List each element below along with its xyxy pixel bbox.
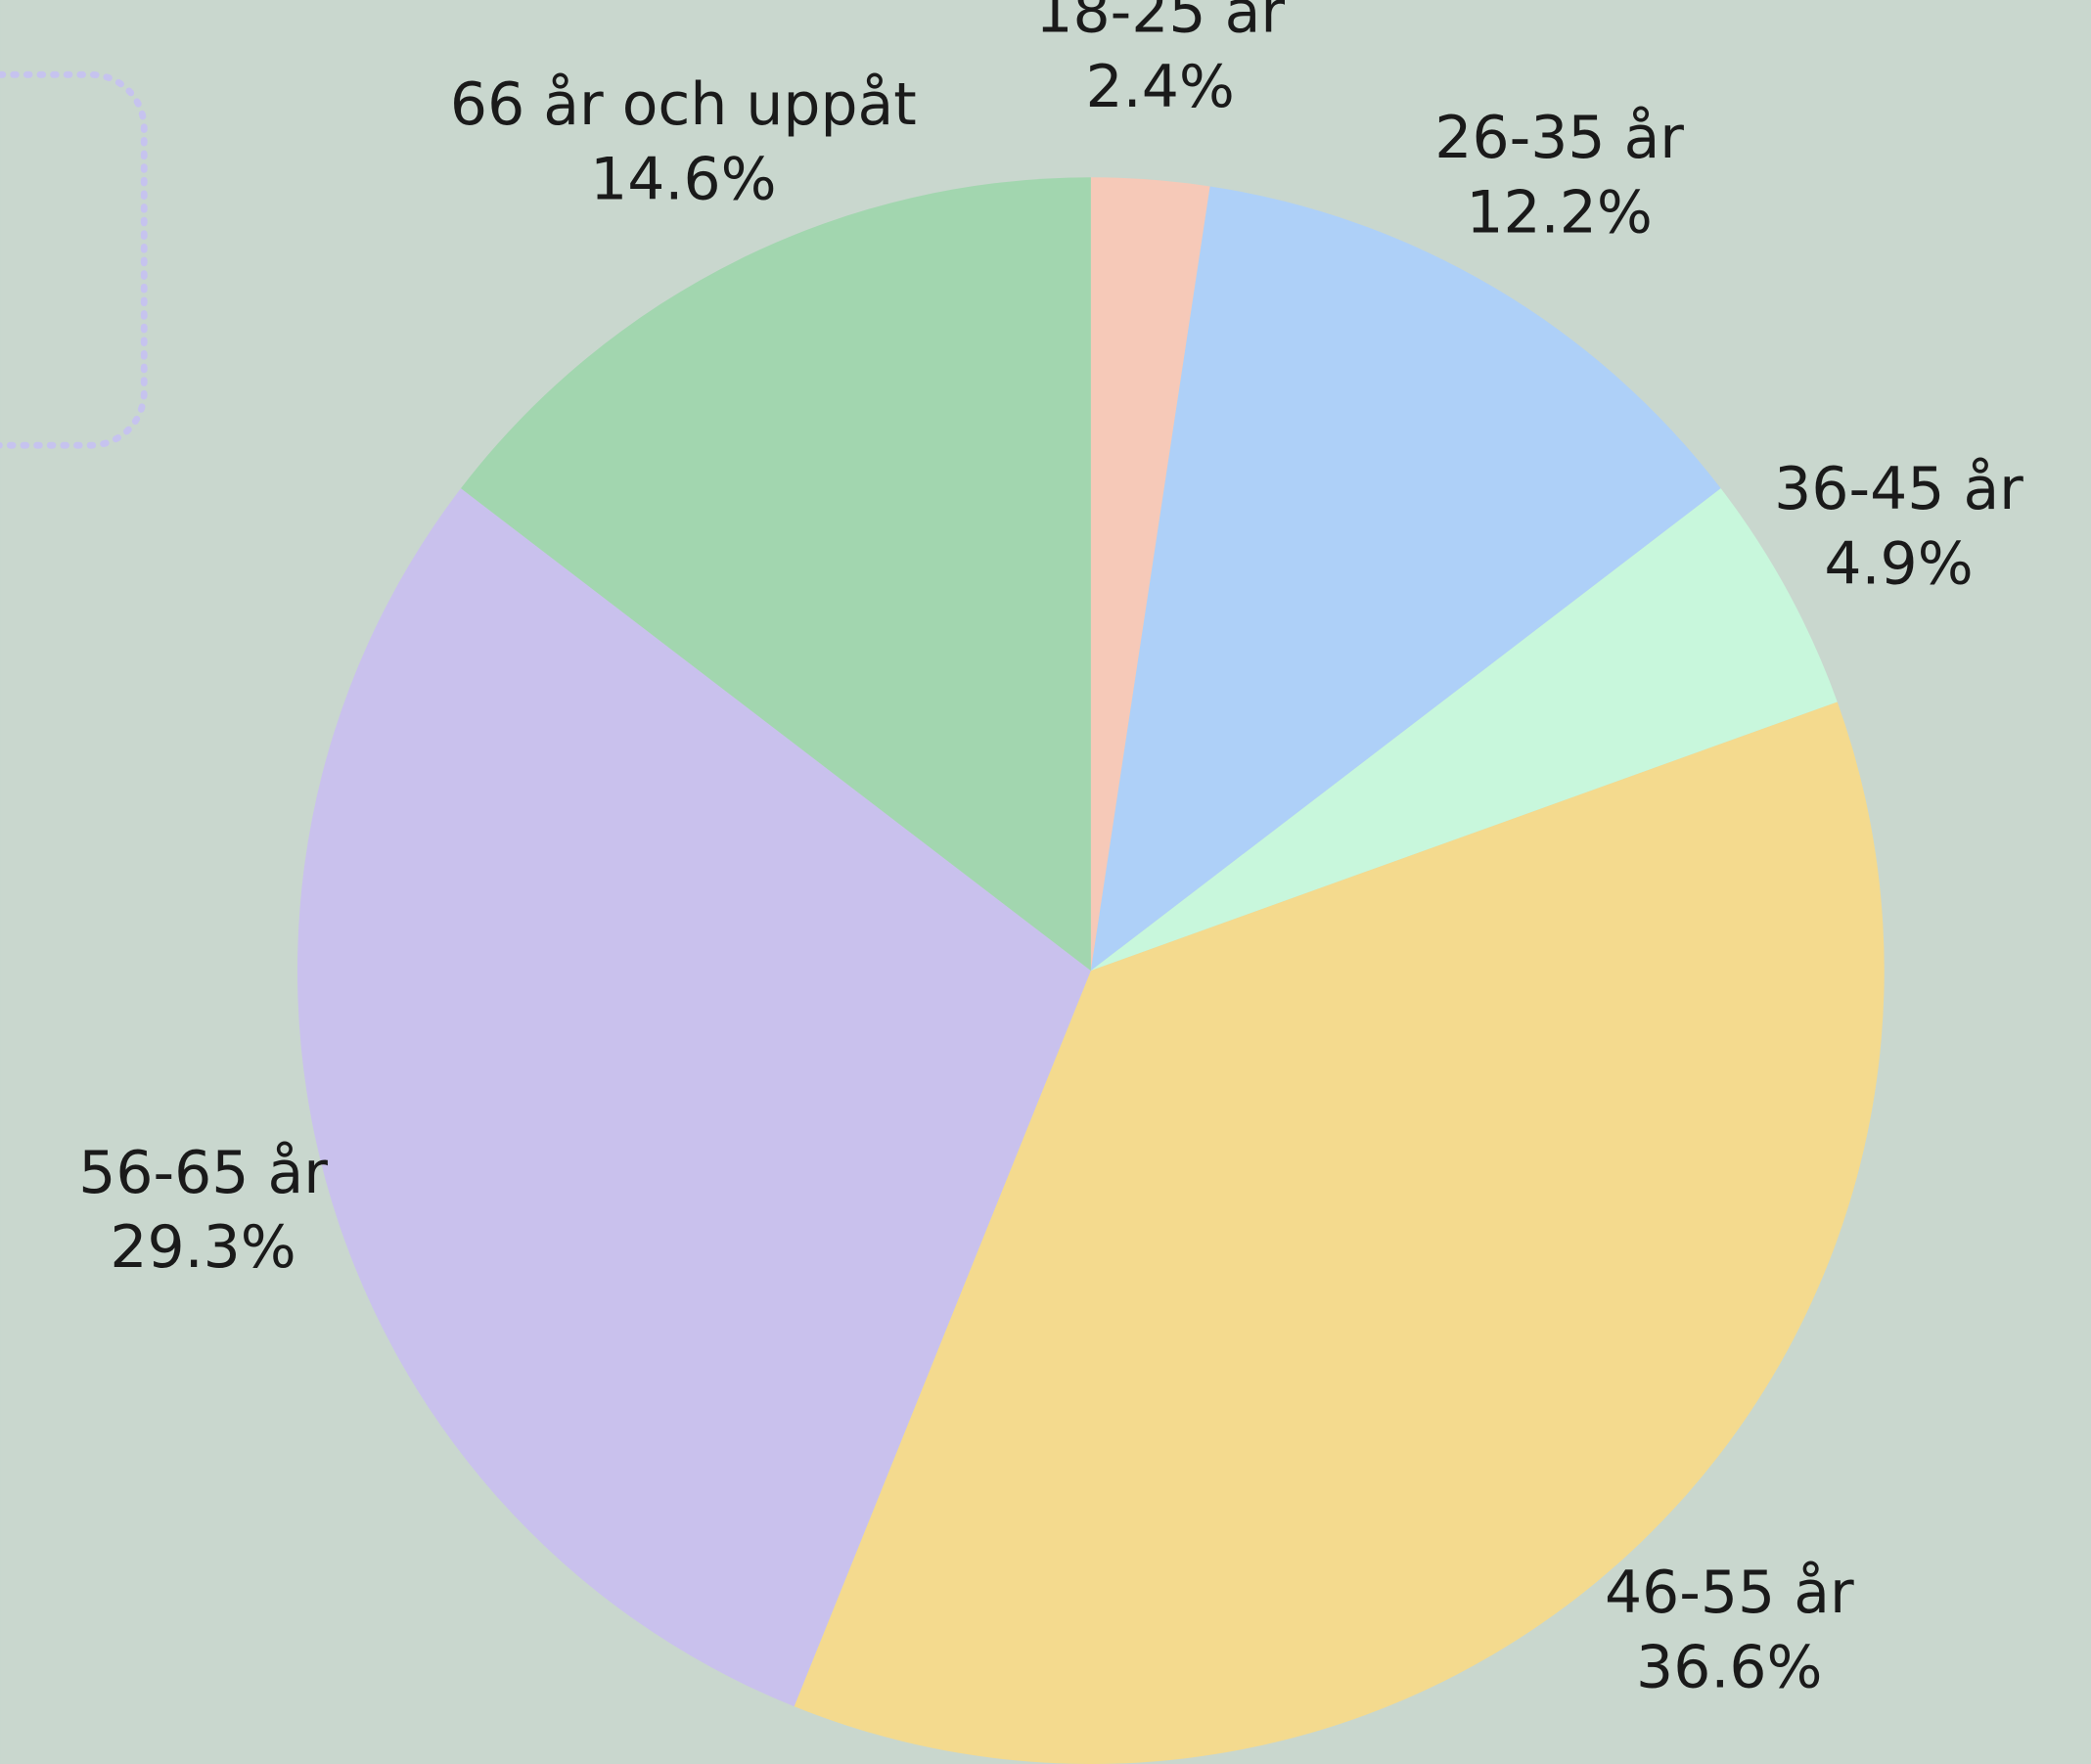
slice-label: 66 år och uppåt (450, 70, 917, 139)
pie-slice (794, 701, 1885, 1764)
slice-label: 18-25 år (1035, 0, 1285, 47)
value-label: 14.6% (590, 145, 776, 213)
value-label: 12.2% (1466, 178, 1652, 247)
slice-label: 26-35 år (1434, 104, 1684, 172)
pie-slice (296, 488, 1091, 1707)
pie-slice (1090, 488, 1838, 972)
value-label: 29.3% (110, 1213, 295, 1282)
value-label: 36.6% (1636, 1633, 1822, 1701)
slice-label: 46-55 år (1605, 1559, 1854, 1627)
value-label: 4.9% (1824, 529, 1973, 598)
pie-slice (1090, 177, 1210, 972)
decoration (0, 70, 148, 449)
pie-slice (1090, 186, 1721, 972)
pie-slice (461, 177, 1091, 972)
slice-label: 36-45 år (1774, 455, 2023, 523)
slice-label: 56-65 år (78, 1139, 328, 1207)
value-label: 2.4% (1086, 53, 1235, 121)
